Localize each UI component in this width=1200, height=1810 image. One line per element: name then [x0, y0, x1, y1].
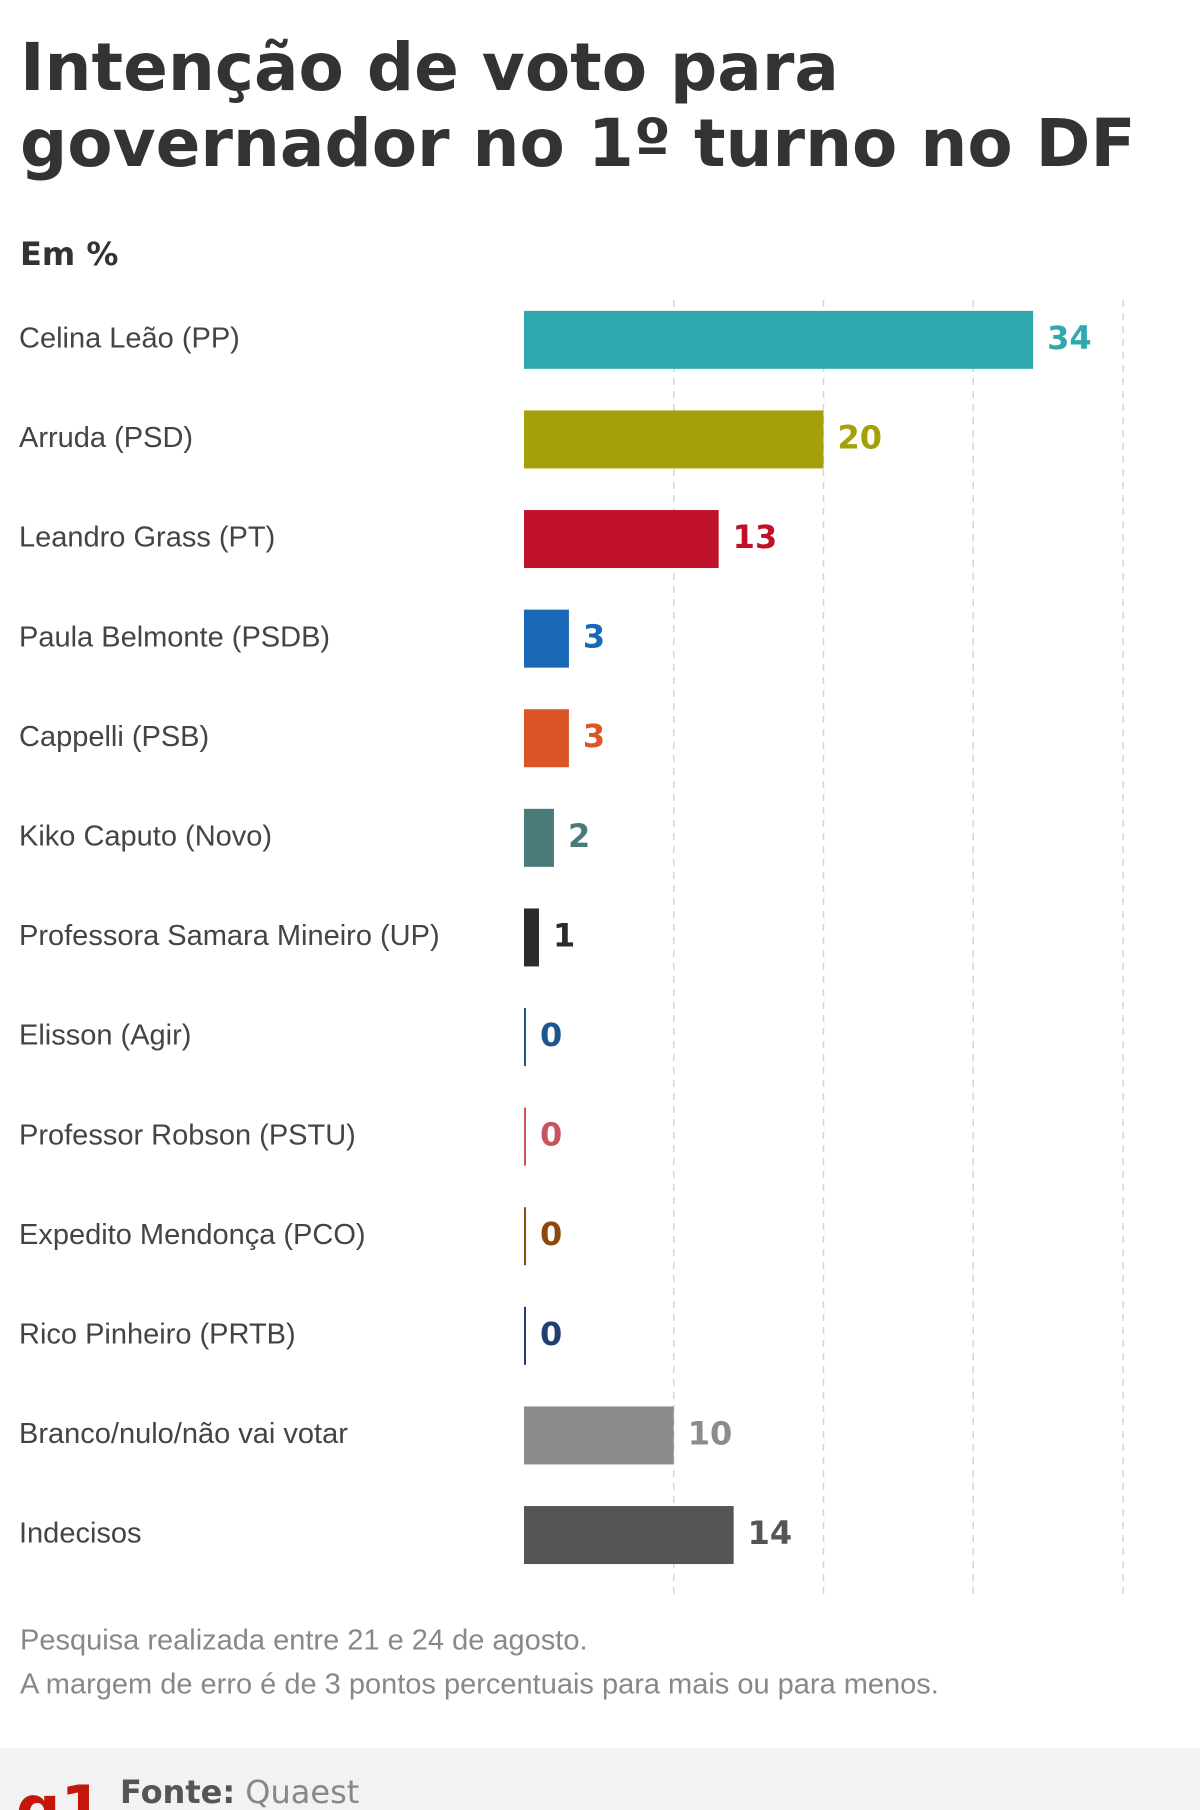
value-label: 0: [540, 1116, 562, 1154]
value-label: 10: [688, 1414, 733, 1452]
bar: [524, 808, 554, 867]
category-label: Paula Belmonte (PSDB): [19, 621, 330, 653]
bar: [524, 510, 719, 569]
category-label: Kiko Caputo (Novo): [19, 820, 272, 852]
chart-title: Intenção de voto para: [20, 29, 839, 106]
bar: [524, 1306, 526, 1365]
chart-title: governador no 1º turno no DF: [20, 105, 1136, 182]
bar: [524, 908, 539, 967]
bar: [524, 310, 1034, 369]
note: Pesquisa realizada entre 21 e 24 de agos…: [20, 1625, 588, 1657]
value-label: 0: [540, 1215, 562, 1253]
value-label: 0: [540, 1016, 562, 1054]
bar: [524, 1107, 526, 1166]
category-label: Arruda (PSD): [19, 422, 193, 454]
footer: [0, 1748, 1200, 1810]
value-label: 34: [1047, 319, 1092, 357]
value-label: 20: [838, 418, 883, 456]
category-label: Celina Leão (PP): [19, 322, 240, 354]
logo: g1: [16, 1772, 104, 1810]
bar: [524, 1406, 674, 1465]
value-label: 13: [733, 518, 778, 556]
bar: [524, 410, 824, 469]
category-label: Leandro Grass (PT): [19, 522, 275, 554]
category-label: Elisson (Agir): [19, 1020, 191, 1052]
category-label: Rico Pinheiro (PRTB): [19, 1318, 296, 1350]
value-label: 1: [553, 916, 575, 954]
category-label: Cappelli (PSB): [19, 721, 209, 753]
value-label: 3: [583, 717, 605, 755]
category-label: Branco/nulo/não vai votar: [19, 1418, 348, 1450]
bar: [524, 1506, 734, 1565]
category-label: Professora Samara Mineiro (UP): [19, 920, 440, 952]
value-label: 3: [583, 618, 605, 656]
source-name: Quaest: [245, 1773, 359, 1810]
value-label: 14: [748, 1514, 793, 1552]
bar: [524, 1207, 526, 1266]
bar: [524, 609, 569, 668]
source: Fonte: Quaest: [120, 1773, 359, 1810]
bar: [524, 709, 569, 768]
category-label: Expedito Mendonça (PCO): [19, 1219, 366, 1251]
category-label: Professor Robson (PSTU): [19, 1119, 356, 1151]
subtitle: Em %: [20, 235, 118, 273]
note: A margem de erro é de 3 pontos percentua…: [20, 1669, 939, 1701]
value-label: 0: [540, 1315, 562, 1353]
value-label: 2: [568, 817, 590, 855]
category-label: Indecisos: [19, 1518, 142, 1550]
bar: [524, 1008, 526, 1067]
source-label: Fonte:: [120, 1773, 235, 1810]
